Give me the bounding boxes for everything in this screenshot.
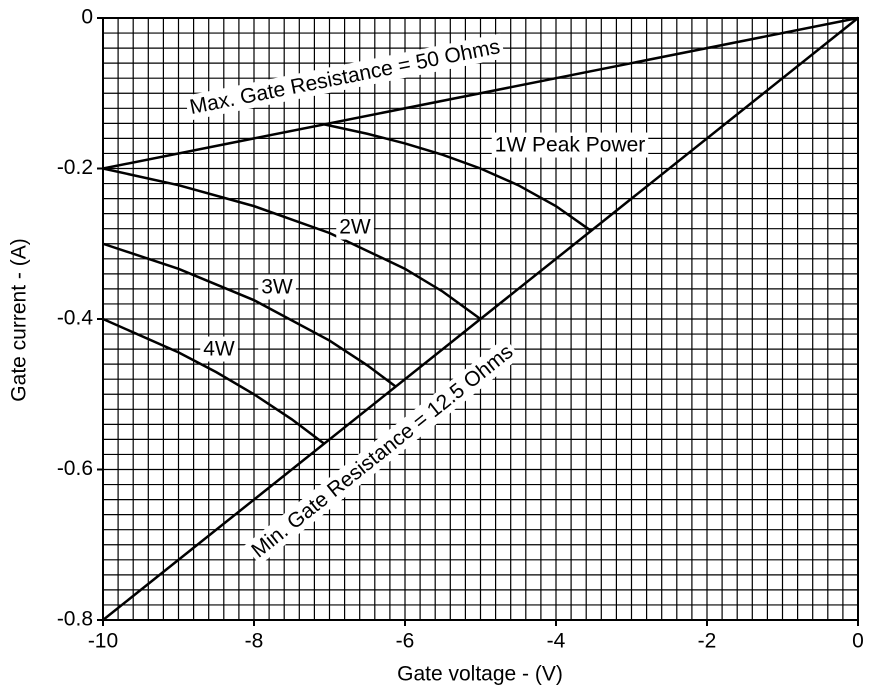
x-axis-label: Gate voltage - (V) (397, 663, 563, 686)
label-background (184, 33, 506, 121)
series-line (102, 242, 397, 388)
y-tick-label: -0.4 (57, 307, 94, 330)
x-tick-label: 0 (852, 630, 864, 653)
series-label-text: 1W Peak Power (495, 134, 646, 157)
series-line (102, 16, 859, 170)
x-tick-label: -10 (88, 630, 118, 653)
series-line (102, 317, 325, 445)
series-label-text: 4W (203, 338, 235, 361)
series-line (102, 167, 482, 321)
x-tick-label: -6 (396, 630, 415, 653)
series-label: 4W (200, 336, 238, 362)
series-label-text: Min. Gate Resistance = 12.5 Ohms (247, 340, 517, 562)
x-tick-label: -8 (245, 630, 264, 653)
series-label-text: 3W (261, 276, 293, 299)
label-background (258, 274, 296, 300)
label-background (244, 337, 521, 566)
label-background (200, 336, 238, 362)
x-tick-label: -4 (547, 630, 566, 653)
y-tick-label: -0.6 (57, 457, 93, 480)
series-label: 3W (258, 274, 296, 300)
y-tick-label: 0 (81, 6, 93, 29)
series-label: 1W Peak Power (491, 132, 649, 158)
label-background (336, 214, 374, 240)
series-label: Min. Gate Resistance = 12.5 Ohms (244, 337, 521, 566)
series-label-text: 2W (339, 216, 371, 239)
series-line (323, 123, 592, 232)
series-label: 2W (336, 214, 374, 240)
y-tick-label: -0.2 (57, 156, 93, 179)
y-axis-label: Gate current - (A) (8, 238, 31, 401)
label-background (491, 132, 649, 158)
y-tick-label: -0.8 (57, 608, 93, 631)
x-tick-label: -2 (698, 630, 717, 653)
